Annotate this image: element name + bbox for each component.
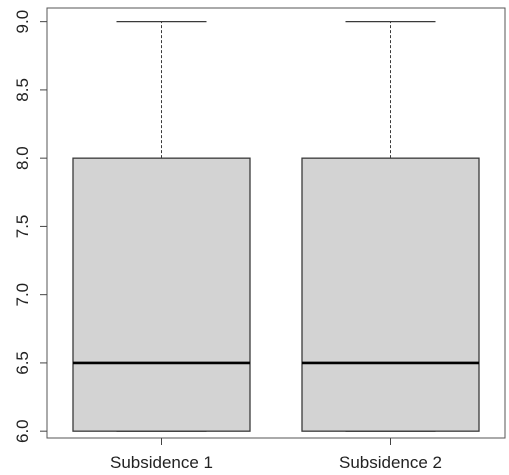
y-tick-label: 8.0: [13, 146, 32, 170]
x-tick-label: Subsidence 2: [339, 453, 442, 472]
x-axis: Subsidence 1 Subsidence 2: [110, 438, 442, 472]
y-tick-label: 6.5: [13, 351, 32, 375]
box: [301, 157, 480, 432]
box-group: [301, 21, 480, 432]
y-tick-label: 7.0: [13, 283, 32, 307]
y-tick-label: 8.5: [13, 78, 32, 102]
y-tick-label: 6.0: [13, 419, 32, 443]
boxes: [72, 21, 480, 432]
plot-frame: [46, 7, 506, 439]
x-tick-label: Subsidence 1: [110, 453, 213, 472]
y-tick-label: 9.0: [13, 10, 32, 34]
box-group: [72, 21, 251, 432]
box: [72, 157, 251, 432]
y-axis: 6.0 6.5 7.0 7.5 8.0 8.5 9.0: [13, 10, 47, 443]
y-tick-label: 7.5: [13, 215, 32, 239]
